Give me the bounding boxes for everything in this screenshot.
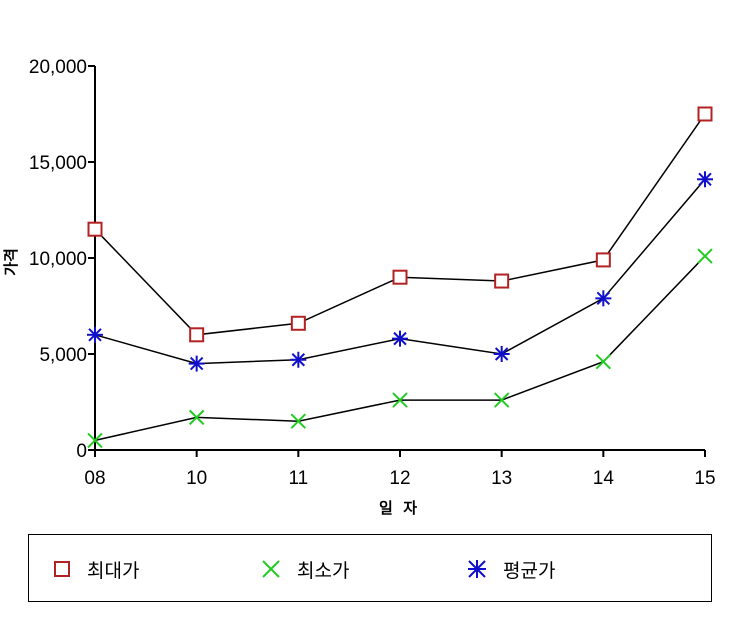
data-point <box>87 432 103 449</box>
y-axis: 0 5,000 10,000 15,000 20,000 <box>29 57 96 462</box>
legend-label: 평균가 <box>503 559 556 582</box>
series-2 <box>87 248 713 449</box>
asterisk-icon <box>468 560 486 578</box>
data-point <box>494 273 510 289</box>
data-point <box>290 351 307 368</box>
x-tick-label: 14 <box>593 468 615 489</box>
x-tick-label: 13 <box>491 468 512 489</box>
data-point <box>392 269 408 285</box>
data-point <box>392 392 408 408</box>
x-icon <box>262 560 280 578</box>
data-point <box>697 171 713 188</box>
data-point <box>697 248 713 264</box>
data-point <box>188 355 205 372</box>
legend-label: 최대가 <box>87 559 140 582</box>
data-point <box>697 106 713 122</box>
x-tick-label: 10 <box>186 468 207 489</box>
square-icon <box>54 561 70 577</box>
x-axis-title: 일 자 <box>379 499 417 517</box>
data-point <box>87 326 103 343</box>
series-3 <box>87 171 713 372</box>
series-line <box>94 113 706 336</box>
data-point <box>493 392 510 408</box>
data-point <box>87 221 103 237</box>
y-tick-label: 20,000 <box>29 57 87 78</box>
data-point <box>188 409 205 426</box>
data-point <box>595 290 612 307</box>
x-tick-label: 12 <box>389 468 410 489</box>
series-layer <box>87 106 713 449</box>
x-tick-label: 15 <box>694 468 715 489</box>
data-point <box>392 330 408 347</box>
chart-legend: 최대가 최소가 평균가 <box>28 534 712 602</box>
x-tick-label: 11 <box>288 468 308 489</box>
legend-item-max: 최대가 <box>53 535 139 603</box>
legend-item-avg: 평균가 <box>467 535 555 603</box>
data-point <box>493 346 510 362</box>
y-tick-label: 15,000 <box>29 153 87 174</box>
data-point <box>290 413 307 429</box>
data-point <box>595 353 612 370</box>
y-tick-label: 10,000 <box>29 249 87 270</box>
data-point <box>595 252 611 268</box>
y-axis-title: 가격 <box>2 248 20 276</box>
x-tick-label: 08 <box>84 468 105 489</box>
y-tick-label: 5,000 <box>39 345 87 366</box>
series-1 <box>87 106 713 343</box>
x-axis: 08 10 11 12 13 14 15 <box>84 449 716 489</box>
legend-item-min: 최소가 <box>261 535 349 603</box>
data-point <box>290 315 306 331</box>
legend-label: 최소가 <box>297 559 350 582</box>
y-tick-label: 0 <box>76 441 87 462</box>
data-point <box>189 327 205 343</box>
